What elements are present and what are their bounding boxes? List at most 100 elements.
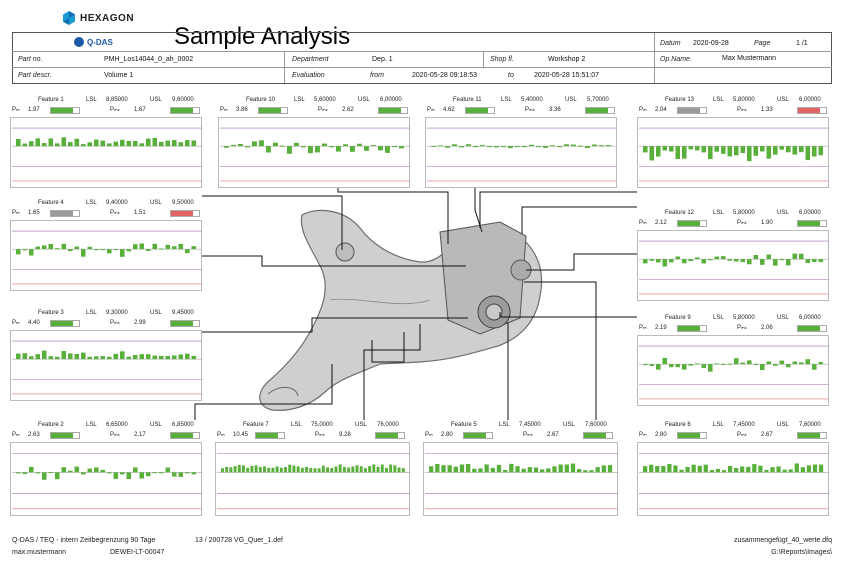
run-chart-bar (126, 249, 132, 252)
run-chart-bar (48, 356, 54, 360)
run-chart-bar (688, 259, 694, 262)
run-chart-bar (81, 249, 86, 257)
pmk-label: Pₘₖ (525, 107, 536, 113)
run-chart-bar (258, 467, 262, 473)
run-chart-bar (61, 351, 67, 360)
run-chart-bar (254, 465, 258, 473)
run-chart-bar (740, 146, 746, 154)
run-chart-bar (818, 146, 824, 156)
run-chart-bar (350, 146, 355, 152)
footer-path: G:\Reports\Images\ (771, 549, 832, 556)
run-chart-bar (172, 246, 177, 250)
run-chart-bar (466, 144, 471, 147)
run-chart-bar (22, 249, 28, 251)
header-col-divider (654, 33, 655, 51)
pmk-label: Pₘₖ (110, 432, 121, 438)
pm-indicator (465, 107, 495, 114)
usl-value: 7,60000 (799, 422, 821, 428)
header-col-divider (654, 52, 655, 83)
run-chart-bar (435, 463, 440, 473)
run-chart-bar (669, 364, 674, 368)
run-chart-bar (585, 146, 590, 149)
run-chart-bar (766, 146, 772, 159)
run-chart-bar (643, 259, 648, 264)
usl-value: 6,00000 (799, 315, 821, 321)
run-chart-bar (601, 465, 606, 473)
lsl-value: 75,0000 (311, 422, 333, 428)
run-chart-bar (708, 364, 713, 372)
feature-chart-frame (637, 335, 829, 406)
run-chart-bar (233, 466, 237, 473)
feature-name: Feature 4 (38, 200, 64, 206)
pmk-label: Pₘₖ (110, 210, 121, 216)
run-chart-bar (252, 141, 257, 147)
feature-panel: Feature 3 LSL 9,30000 USL 9,45000 Pₘ 4.40 Pₘₖ 2.… (10, 308, 202, 401)
run-chart-bar (760, 259, 765, 265)
run-chart-bar (48, 138, 54, 147)
run-chart-bar (799, 253, 804, 260)
run-chart-bar (773, 364, 778, 366)
run-chart-bar (570, 463, 576, 473)
run-chart-bar (779, 146, 785, 150)
run-chart-bar (818, 259, 824, 263)
run-chart-bar (178, 354, 184, 360)
lsl-label: LSL (291, 422, 302, 428)
pm-label: Pₘ (217, 432, 225, 438)
feature-run-chart (427, 127, 617, 182)
run-chart-bar (812, 259, 817, 262)
run-chart-bar (246, 467, 250, 473)
pm-indicator (258, 107, 288, 114)
run-chart-bar (571, 144, 576, 147)
run-chart-bar (805, 359, 811, 365)
run-chart-bar (487, 146, 492, 148)
run-chart-bar (273, 142, 278, 147)
run-chart-bar (515, 146, 520, 148)
run-chart-bar (178, 472, 184, 477)
feature-chart-frame (10, 330, 202, 401)
evaluation-label: Evaluation (292, 72, 325, 79)
pmk-indicator (583, 432, 613, 439)
run-chart-bar (120, 249, 125, 257)
feature-chart-frame (423, 442, 618, 516)
feature-name: Feature 12 (665, 210, 695, 216)
run-chart-bar (685, 466, 690, 473)
usl-label: USL (150, 422, 162, 428)
usl-value: 7,60000 (585, 422, 607, 428)
pm-value: 2.80 (441, 432, 453, 438)
run-chart-bar (22, 353, 28, 360)
run-chart-bar (250, 465, 254, 473)
run-chart-bar (107, 472, 112, 474)
run-chart-bar (578, 145, 583, 147)
run-chart-bar (165, 244, 171, 250)
run-chart-bar (799, 362, 804, 365)
run-chart-bar (357, 143, 362, 147)
run-chart-bar (87, 356, 93, 360)
run-chart-bar (16, 472, 21, 474)
run-chart-bar (16, 353, 21, 360)
feature-name: Feature 1 (38, 97, 64, 103)
run-chart-bar (139, 472, 145, 479)
run-chart-bar (48, 244, 54, 250)
run-chart-bar (779, 259, 785, 261)
run-chart-bar (165, 467, 171, 473)
run-chart-bar (800, 467, 805, 473)
run-chart-bar (708, 259, 713, 261)
run-chart-bar (529, 144, 534, 147)
pmk-indicator (797, 432, 827, 439)
part-image (259, 209, 543, 411)
run-chart-bar (385, 146, 390, 153)
usl-label: USL (150, 200, 162, 206)
lsl-value: 9,30000 (106, 310, 128, 316)
run-chart-bar (709, 470, 714, 473)
run-chart-bar (363, 468, 367, 473)
run-chart-bar (669, 146, 674, 152)
run-chart-bar (389, 464, 393, 473)
run-chart-bar (714, 256, 720, 260)
run-chart-bar (61, 137, 67, 147)
run-chart-bar (656, 146, 661, 157)
run-chart-bar (752, 464, 757, 473)
run-chart-bar (221, 468, 224, 473)
run-chart-bar (662, 146, 668, 151)
pm-value: 2.04 (655, 107, 667, 113)
run-chart-bar (606, 145, 611, 147)
